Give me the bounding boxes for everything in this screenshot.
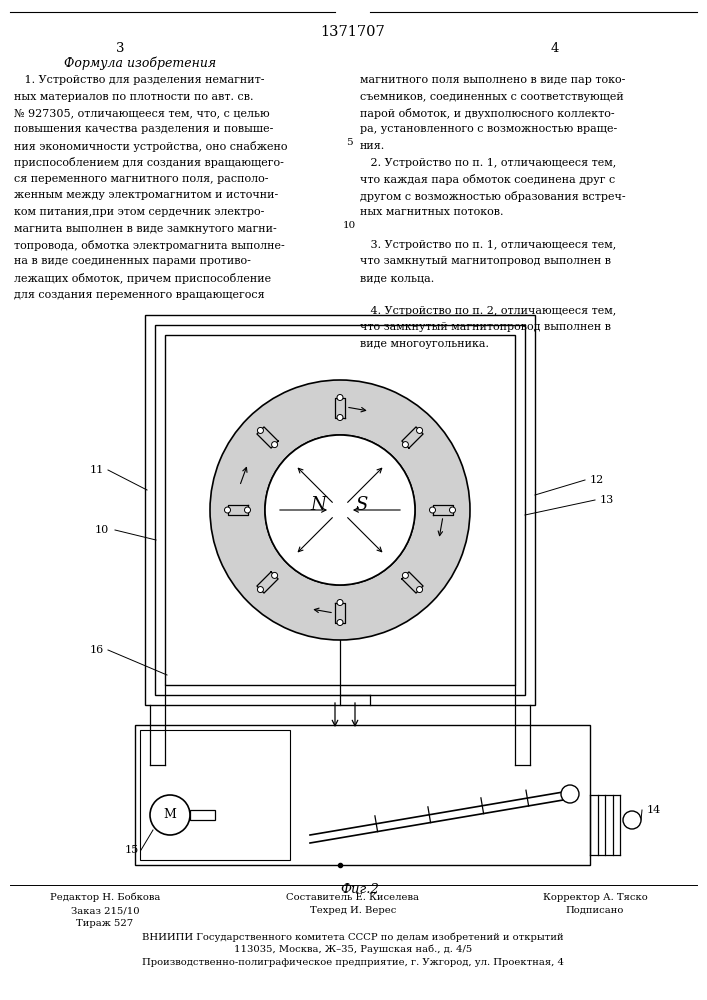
Text: Составитель Е. Киселева: Составитель Е. Киселева <box>286 893 419 902</box>
Text: Производственно-полиграфическое предприятие, г. Ужгород, ул. Проектная, 4: Производственно-полиграфическое предприя… <box>142 958 564 967</box>
Text: ся переменного магнитного поля, располо-: ся переменного магнитного поля, располо- <box>14 174 269 184</box>
Bar <box>135 725 590 865</box>
Bar <box>190 810 215 820</box>
Text: Техред И. Верес: Техред И. Верес <box>310 906 396 915</box>
Text: S: S <box>356 496 368 514</box>
Text: № 927305, отличающееся тем, что, с целью: № 927305, отличающееся тем, что, с целью <box>14 108 269 118</box>
Text: съемников, соединенных с соответствующей: съемников, соединенных с соответствующей <box>360 92 624 102</box>
Text: повышения качества разделения и повыше-: повышения качества разделения и повыше- <box>14 124 274 134</box>
Circle shape <box>402 572 409 578</box>
Text: 3: 3 <box>116 42 124 55</box>
Text: Подписано: Подписано <box>566 906 624 915</box>
Circle shape <box>245 507 250 513</box>
FancyArrowPatch shape <box>315 608 332 613</box>
FancyArrowPatch shape <box>298 518 332 552</box>
Text: 10: 10 <box>342 221 356 230</box>
Circle shape <box>337 619 343 626</box>
Text: 4. Устройство по п. 2, отличающееся тем,: 4. Устройство по п. 2, отличающееся тем, <box>360 306 617 316</box>
Text: виде кольца.: виде кольца. <box>360 273 434 283</box>
Text: ра, установленного с возможностью враще-: ра, установленного с возможностью враще- <box>360 124 617 134</box>
Text: для создания переменного вращающегося: для создания переменного вращающегося <box>14 290 264 300</box>
Circle shape <box>150 795 190 835</box>
Text: парой обмоток, и двухполюсного коллекто-: парой обмоток, и двухполюсного коллекто- <box>360 108 614 119</box>
Text: 11: 11 <box>90 465 104 475</box>
Text: магнита выполнен в виде замкнутого магни-: магнита выполнен в виде замкнутого магни… <box>14 224 276 233</box>
Text: виде многоугольника.: виде многоугольника. <box>360 339 489 349</box>
Text: Заказ 215/10: Заказ 215/10 <box>71 906 139 915</box>
Text: ком питания,при этом сердечник электро-: ком питания,при этом сердечник электро- <box>14 207 264 217</box>
FancyArrowPatch shape <box>298 468 332 502</box>
Circle shape <box>337 394 343 400</box>
FancyArrowPatch shape <box>280 508 326 512</box>
Bar <box>165 335 515 685</box>
Bar <box>145 315 535 705</box>
Text: 4: 4 <box>551 42 559 55</box>
Text: 1371707: 1371707 <box>321 25 385 39</box>
FancyArrowPatch shape <box>438 519 443 536</box>
Text: 14: 14 <box>647 805 661 815</box>
Text: 10: 10 <box>95 525 110 535</box>
Text: ния экономичности устройства, оно снабжено: ния экономичности устройства, оно снабже… <box>14 141 288 152</box>
Text: что замкнутый магнитопровод выполнен в: что замкнутый магнитопровод выполнен в <box>360 256 611 266</box>
FancyArrowPatch shape <box>240 467 247 484</box>
FancyArrowPatch shape <box>349 407 366 412</box>
Text: ВНИИПИ Государственного комитета СССР по делам изобретений и открытий: ВНИИПИ Государственного комитета СССР по… <box>142 932 563 942</box>
Bar <box>155 325 525 695</box>
Text: 3. Устройство по п. 1, отличающееся тем,: 3. Устройство по п. 1, отличающееся тем, <box>360 240 617 250</box>
Text: 13: 13 <box>600 495 614 505</box>
Text: ных материалов по плотности по авт. св.: ных материалов по плотности по авт. св. <box>14 92 254 102</box>
Text: Редактор Н. Бобкова: Редактор Н. Бобкова <box>49 893 160 902</box>
Circle shape <box>257 587 264 593</box>
Circle shape <box>257 427 264 433</box>
Text: Фиг.2: Фиг.2 <box>341 883 380 896</box>
Text: приспособлением для создания вращающего-: приспособлением для создания вращающего- <box>14 157 284 168</box>
Circle shape <box>623 811 641 829</box>
Text: 16: 16 <box>90 645 104 655</box>
Circle shape <box>271 572 278 578</box>
Text: магнитного поля выполнено в виде пар токо-: магнитного поля выполнено в виде пар ток… <box>360 75 626 85</box>
Text: Тираж 527: Тираж 527 <box>76 919 134 928</box>
Circle shape <box>337 599 343 605</box>
Circle shape <box>450 507 455 513</box>
Text: 15: 15 <box>125 845 139 855</box>
Text: 1. Устройство для разделения немагнит-: 1. Устройство для разделения немагнит- <box>14 75 264 85</box>
Circle shape <box>429 507 436 513</box>
FancyArrowPatch shape <box>348 468 382 502</box>
Text: топровода, обмотка электромагнита выполне-: топровода, обмотка электромагнита выполн… <box>14 240 285 251</box>
Text: 2. Устройство по п. 1, отличающееся тем,: 2. Устройство по п. 1, отличающееся тем, <box>360 157 617 167</box>
FancyArrowPatch shape <box>354 508 400 512</box>
Text: другом с возможностью образования встреч-: другом с возможностью образования встреч… <box>360 190 626 202</box>
Circle shape <box>416 427 423 433</box>
Text: что каждая пара обмоток соединена друг с: что каждая пара обмоток соединена друг с <box>360 174 615 185</box>
Circle shape <box>337 414 343 420</box>
Text: ных магнитных потоков.: ных магнитных потоков. <box>360 207 503 217</box>
Text: 12: 12 <box>590 475 604 485</box>
Text: что замкнутый магнитопровод выполнен в: что замкнутый магнитопровод выполнен в <box>360 322 611 332</box>
Text: 5: 5 <box>346 138 352 147</box>
Circle shape <box>561 785 579 803</box>
Text: лежащих обмоток, причем приспособление: лежащих обмоток, причем приспособление <box>14 273 271 284</box>
Text: N: N <box>310 496 326 514</box>
Text: Формула изобретения: Формула изобретения <box>64 57 216 70</box>
Bar <box>140 730 290 860</box>
Circle shape <box>265 435 415 585</box>
Circle shape <box>271 442 278 448</box>
Text: женным между электромагнитом и источни-: женным между электромагнитом и источни- <box>14 190 279 200</box>
Circle shape <box>416 587 423 593</box>
FancyArrowPatch shape <box>348 518 382 552</box>
Circle shape <box>225 507 230 513</box>
Text: M: M <box>163 808 177 822</box>
Circle shape <box>402 442 409 448</box>
Text: ния.: ния. <box>360 141 385 151</box>
Text: 113035, Москва, Ж–35, Раушская наб., д. 4/5: 113035, Москва, Ж–35, Раушская наб., д. … <box>234 945 472 954</box>
Text: на в виде соединенных парами противо-: на в виде соединенных парами противо- <box>14 256 251 266</box>
Text: Корректор А. Тяско: Корректор А. Тяско <box>543 893 648 902</box>
